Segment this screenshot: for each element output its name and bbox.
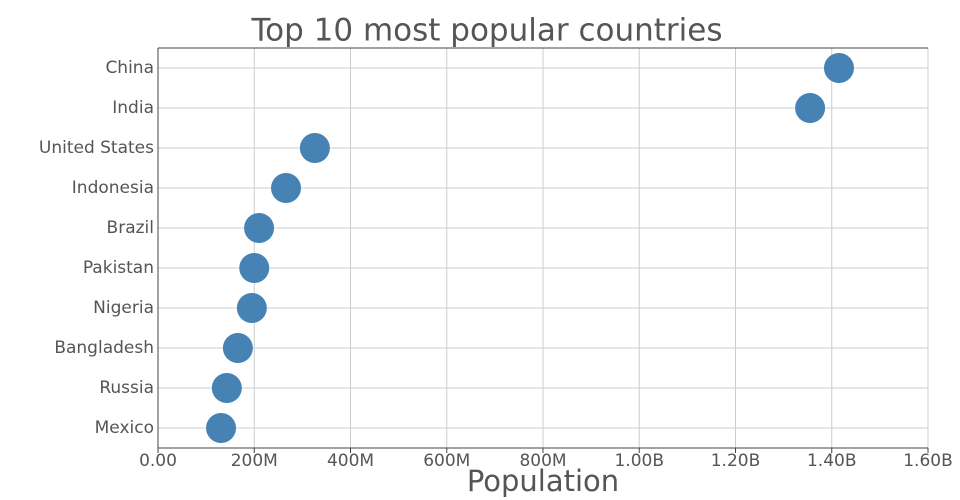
dot xyxy=(239,253,270,283)
dot xyxy=(244,213,275,243)
dot xyxy=(211,373,242,403)
y-tick-label: United States xyxy=(39,138,154,158)
y-tick-label: India xyxy=(112,98,154,118)
x-tick-label: 1.20B xyxy=(711,451,761,471)
dot xyxy=(823,53,854,83)
dot xyxy=(271,173,302,203)
x-tick-label: 0.00 xyxy=(139,451,177,471)
y-tick-label: Pakistan xyxy=(83,258,154,278)
dot xyxy=(795,93,826,123)
x-tick-label: 1.60B xyxy=(903,451,953,471)
x-tick-label: 400M xyxy=(327,451,374,471)
x-tick-label: 1.40B xyxy=(807,451,857,471)
y-tick-label: China xyxy=(105,58,154,78)
x-tick-label: 600M xyxy=(423,451,470,471)
chart-title: Top 10 most popular countries xyxy=(250,13,722,49)
dot xyxy=(299,133,330,163)
dot xyxy=(206,413,237,443)
y-tick-label: Mexico xyxy=(95,418,154,438)
y-tick-label: Russia xyxy=(99,378,154,398)
dot xyxy=(236,293,267,323)
y-tick-label: Bangladesh xyxy=(54,338,154,358)
x-tick-label: 1.00B xyxy=(614,451,664,471)
x-axis-label: Population xyxy=(467,464,619,498)
y-tick-label: Brazil xyxy=(107,218,154,238)
y-tick-label: Nigeria xyxy=(93,298,154,318)
x-tick-label: 800M xyxy=(519,451,566,471)
x-tick-label: 200M xyxy=(231,451,278,471)
dot xyxy=(222,333,253,363)
y-tick-label: Indonesia xyxy=(72,178,154,198)
